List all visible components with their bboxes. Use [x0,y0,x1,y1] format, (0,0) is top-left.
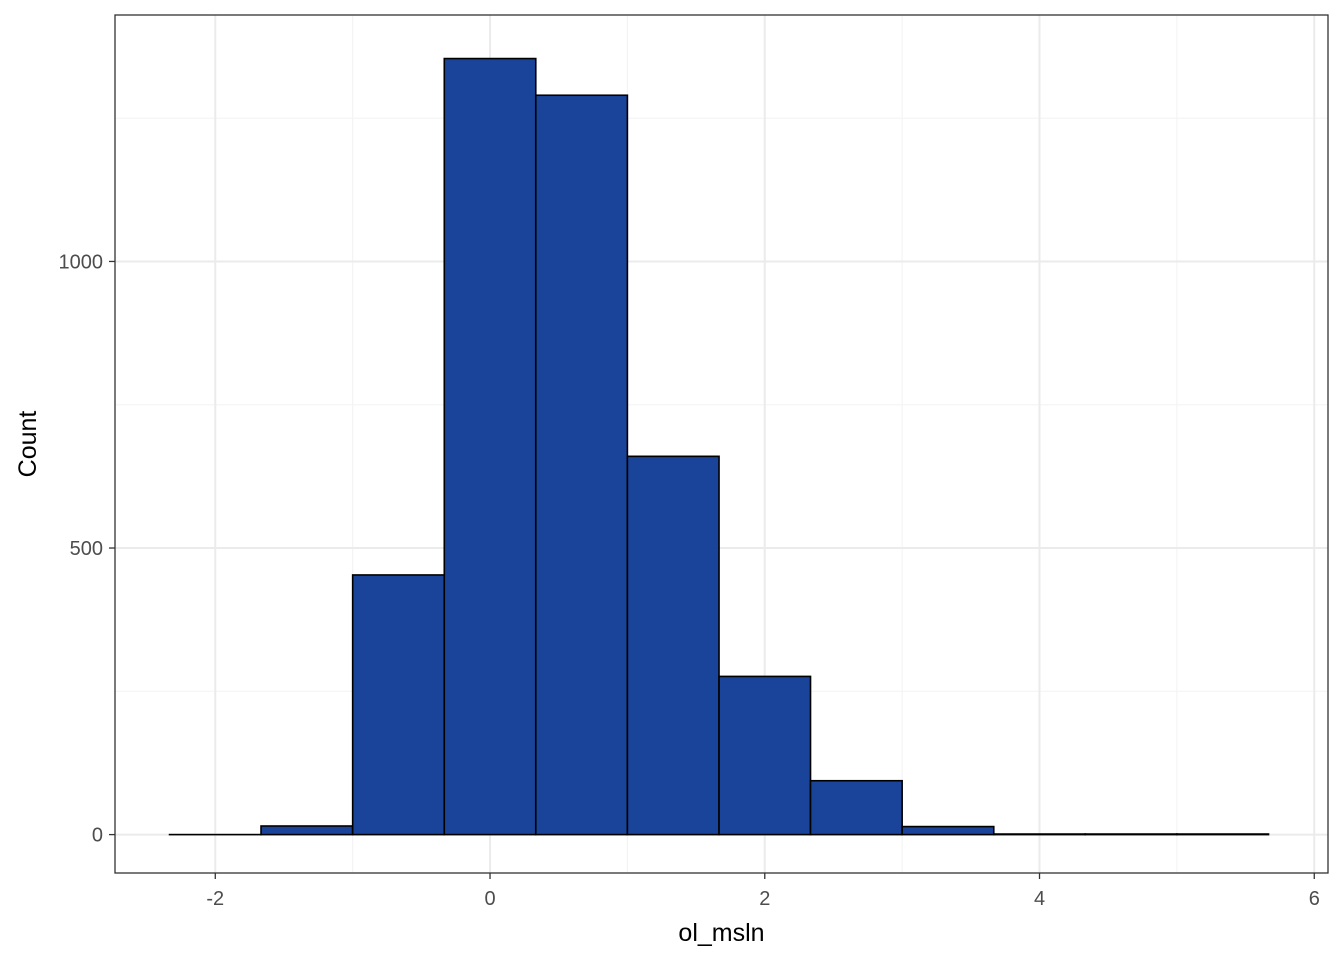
histogram-bars [168,57,1270,836]
y-tick-label: 1000 [59,251,104,273]
x-tick-label: -2 [206,888,224,910]
histogram-bar [718,675,812,836]
x-tick-label: 4 [1034,888,1045,910]
x-tick-label: 6 [1309,888,1320,910]
x-tick-label: 0 [484,888,495,910]
y-tick-label: 500 [70,538,103,560]
histogram-bar [1084,833,1178,836]
histogram-bar [260,825,354,836]
panel-border [114,14,1329,874]
x-tick-label: 2 [759,888,770,910]
histogram-bar [626,455,720,836]
histogram-bar [534,94,629,836]
histogram-bar [351,574,446,836]
histogram-bar [901,825,995,836]
x-axis-title: ol_msln [678,919,764,947]
histogram-bar [809,779,903,836]
y-tick-label: 0 [92,825,103,847]
axis-ticks: -2 0 2 4 6 0 500 1000 [59,251,1320,910]
histogram-bar [1176,833,1270,836]
histogram-bar [443,57,537,836]
histogram-bar [992,833,1087,836]
y-axis-title: Count [14,411,42,478]
